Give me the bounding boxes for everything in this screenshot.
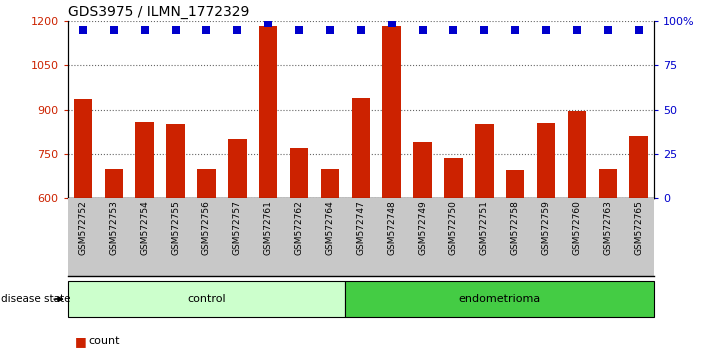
Bar [346,281,654,317]
Bar [506,170,525,198]
Point [417,27,428,33]
Text: GSM572759: GSM572759 [542,200,550,255]
Point [324,27,336,33]
Text: GSM572755: GSM572755 [171,200,180,255]
Text: GSM572763: GSM572763 [604,200,612,255]
Point [479,27,490,33]
Point [77,27,89,33]
Text: control: control [187,294,226,304]
Point [633,27,644,33]
Text: disease state: disease state [1,294,70,304]
Point [232,27,243,33]
Text: GSM572753: GSM572753 [109,200,118,255]
Bar [197,169,215,198]
Bar [413,142,432,198]
Bar [228,139,247,198]
Text: GSM572761: GSM572761 [264,200,273,255]
Bar [537,123,555,198]
Point [510,27,521,33]
Text: GSM572754: GSM572754 [140,200,149,255]
Point [294,27,305,33]
Text: GSM572757: GSM572757 [232,200,242,255]
Point [386,20,397,26]
Bar [444,158,463,198]
Bar [68,281,346,317]
Text: GSM572750: GSM572750 [449,200,458,255]
Text: GSM572765: GSM572765 [634,200,643,255]
Text: GSM572751: GSM572751 [480,200,489,255]
Bar [567,111,586,198]
Point [170,27,181,33]
Text: GSM572748: GSM572748 [387,200,396,255]
Text: endometrioma: endometrioma [459,294,541,304]
Bar [321,169,339,198]
Bar [259,25,277,198]
Text: ■: ■ [75,335,86,348]
Point [355,27,367,33]
Text: GSM572747: GSM572747 [356,200,365,255]
Point [571,27,582,33]
Point [540,27,552,33]
Point [262,20,274,26]
Text: GSM572764: GSM572764 [326,200,334,255]
Text: GSM572756: GSM572756 [202,200,211,255]
Point [139,27,151,33]
Text: GSM572760: GSM572760 [572,200,582,255]
Point [602,27,614,33]
Text: GDS3975 / ILMN_1772329: GDS3975 / ILMN_1772329 [68,5,249,19]
Bar [290,148,309,198]
Bar [383,25,401,198]
Bar [629,136,648,198]
Bar [166,125,185,198]
Bar [351,98,370,198]
Bar [74,99,92,198]
Text: count: count [89,336,120,347]
Point [201,27,212,33]
Text: GSM572752: GSM572752 [78,200,87,255]
Bar [136,121,154,198]
Text: GSM572762: GSM572762 [294,200,304,255]
Point [108,27,119,33]
Point [448,27,459,33]
Bar [599,169,617,198]
Text: GSM572749: GSM572749 [418,200,427,255]
Bar [475,125,493,198]
Bar [105,169,123,198]
Text: GSM572758: GSM572758 [510,200,520,255]
